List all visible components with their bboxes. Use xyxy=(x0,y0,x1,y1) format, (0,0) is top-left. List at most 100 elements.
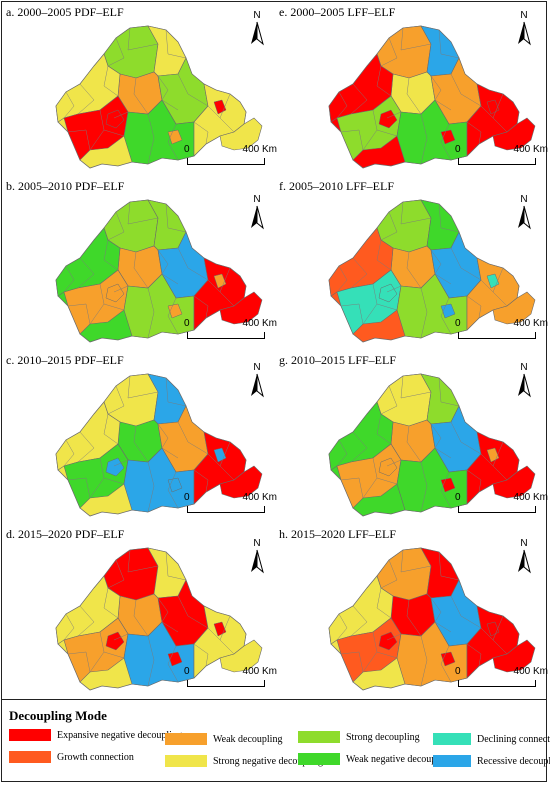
county-boundary xyxy=(133,425,137,443)
county-boundary xyxy=(89,477,105,499)
scale-bar: 0 400 Km xyxy=(184,144,277,168)
county-boundary xyxy=(478,131,482,145)
county-boundary xyxy=(177,421,189,443)
county-boundary xyxy=(219,465,235,481)
county-boundary xyxy=(205,653,209,667)
county-boundary xyxy=(480,627,494,641)
county-boundary xyxy=(386,633,402,641)
county-boundary xyxy=(219,441,231,467)
legend: Decoupling Mode Expansive negative decou… xyxy=(1,699,550,783)
county-boundary xyxy=(460,93,482,107)
county-region xyxy=(396,99,468,165)
county-boundary xyxy=(460,267,482,281)
county-boundary xyxy=(67,129,87,133)
county-boundary xyxy=(193,643,209,655)
legend-label: Declining connection xyxy=(477,733,550,745)
county-boundary xyxy=(157,597,169,613)
county-boundary xyxy=(420,113,428,139)
county-boundary xyxy=(400,43,432,51)
county-boundary xyxy=(219,615,231,641)
county-boundary xyxy=(65,613,75,629)
county-region xyxy=(492,117,536,151)
county-boundary xyxy=(103,413,109,435)
county-boundary xyxy=(440,471,450,491)
county-boundary xyxy=(219,639,235,655)
county-boundary xyxy=(440,401,460,407)
county-region xyxy=(492,465,536,499)
county-boundary xyxy=(193,121,209,133)
north-arrow-icon: N xyxy=(246,362,268,398)
county-region xyxy=(105,631,125,651)
county-region xyxy=(123,273,195,339)
county-boundary xyxy=(492,291,508,307)
legend-item: Weak negative decoupling xyxy=(298,752,452,766)
legend-swatch xyxy=(298,753,340,765)
county-boundary xyxy=(434,611,442,623)
panel-title: a. 2000–2005 PDF–ELF xyxy=(6,5,124,19)
county-region xyxy=(336,617,402,683)
county-boundary xyxy=(177,595,189,617)
county-boundary xyxy=(165,29,169,55)
county-region xyxy=(440,651,456,667)
map-panel-h: h. 2015–2020 LFF–ELF N 0 400 Km xyxy=(275,524,548,696)
county-boundary xyxy=(340,651,360,655)
county-boundary xyxy=(420,485,428,513)
county-boundary xyxy=(376,129,398,137)
county-boundary xyxy=(338,439,348,455)
north-arrow-icon: N xyxy=(246,194,268,230)
legend-item: Strong decoupling xyxy=(298,730,420,744)
county-boundary xyxy=(103,651,125,659)
county-boundary xyxy=(67,303,87,307)
county-boundary xyxy=(133,441,149,463)
county-boundary xyxy=(205,479,209,493)
map-panel-b: b. 2005–2010 PDF–ELF N 0 400 Km xyxy=(2,176,277,348)
county-boundary xyxy=(430,597,442,613)
county-boundary xyxy=(380,57,398,67)
scale-bar: 0 400 Km xyxy=(455,144,548,168)
county-boundary xyxy=(440,123,450,143)
county-boundary xyxy=(372,457,378,479)
county-boundary xyxy=(127,43,159,51)
county-boundary xyxy=(376,433,392,445)
county-boundary xyxy=(167,663,179,683)
county-boundary xyxy=(438,377,442,403)
legend-swatch xyxy=(165,755,207,767)
region-map xyxy=(55,373,263,517)
county-boundary xyxy=(161,437,169,449)
legend-swatch xyxy=(165,733,207,745)
county-boundary xyxy=(161,263,169,275)
legend-item: Expansive negative decoupling xyxy=(9,728,182,742)
county-boundary xyxy=(133,77,137,95)
county-boundary xyxy=(350,621,368,637)
county-region xyxy=(63,617,129,683)
county-boundary xyxy=(400,27,404,51)
county-boundary xyxy=(362,651,378,673)
county-boundary xyxy=(386,285,402,293)
legend-item: Recessive decoupling xyxy=(433,754,550,768)
county-boundary xyxy=(99,109,105,131)
county-boundary xyxy=(438,29,442,55)
county-boundary xyxy=(167,227,187,233)
legend-swatch xyxy=(9,729,51,741)
county-boundary xyxy=(103,477,125,485)
county-boundary xyxy=(420,311,428,339)
county-boundary xyxy=(350,447,368,463)
county-boundary xyxy=(161,621,179,633)
county-boundary xyxy=(388,385,398,407)
county-boundary xyxy=(406,615,422,637)
county-boundary xyxy=(372,109,378,131)
county-boundary xyxy=(127,217,159,225)
county-boundary xyxy=(492,615,504,641)
county-boundary xyxy=(147,461,155,487)
county-boundary xyxy=(205,131,209,145)
county-boundary xyxy=(219,267,231,293)
county-boundary xyxy=(420,635,428,661)
county-boundary xyxy=(478,653,482,667)
county-boundary xyxy=(466,121,482,133)
county-boundary xyxy=(376,651,398,659)
county-boundary xyxy=(67,651,87,655)
county-boundary xyxy=(103,129,125,137)
county-boundary xyxy=(358,477,364,499)
county-boundary xyxy=(434,89,442,101)
county-boundary xyxy=(127,549,131,573)
